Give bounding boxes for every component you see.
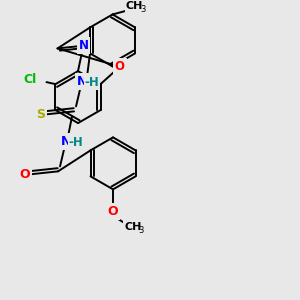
Text: Cl: Cl (24, 73, 37, 85)
Text: S: S (37, 108, 46, 121)
Text: 3: 3 (140, 5, 145, 14)
Text: N: N (78, 39, 88, 52)
Text: CH: CH (124, 222, 142, 232)
Text: 3: 3 (138, 226, 144, 235)
Text: CH: CH (126, 2, 143, 11)
Text: O: O (108, 205, 118, 218)
Text: N: N (61, 135, 71, 148)
Text: O: O (20, 168, 30, 181)
Text: -H: -H (85, 76, 99, 89)
Text: -H: -H (69, 136, 83, 149)
Text: O: O (115, 60, 125, 73)
Text: N: N (77, 75, 87, 88)
